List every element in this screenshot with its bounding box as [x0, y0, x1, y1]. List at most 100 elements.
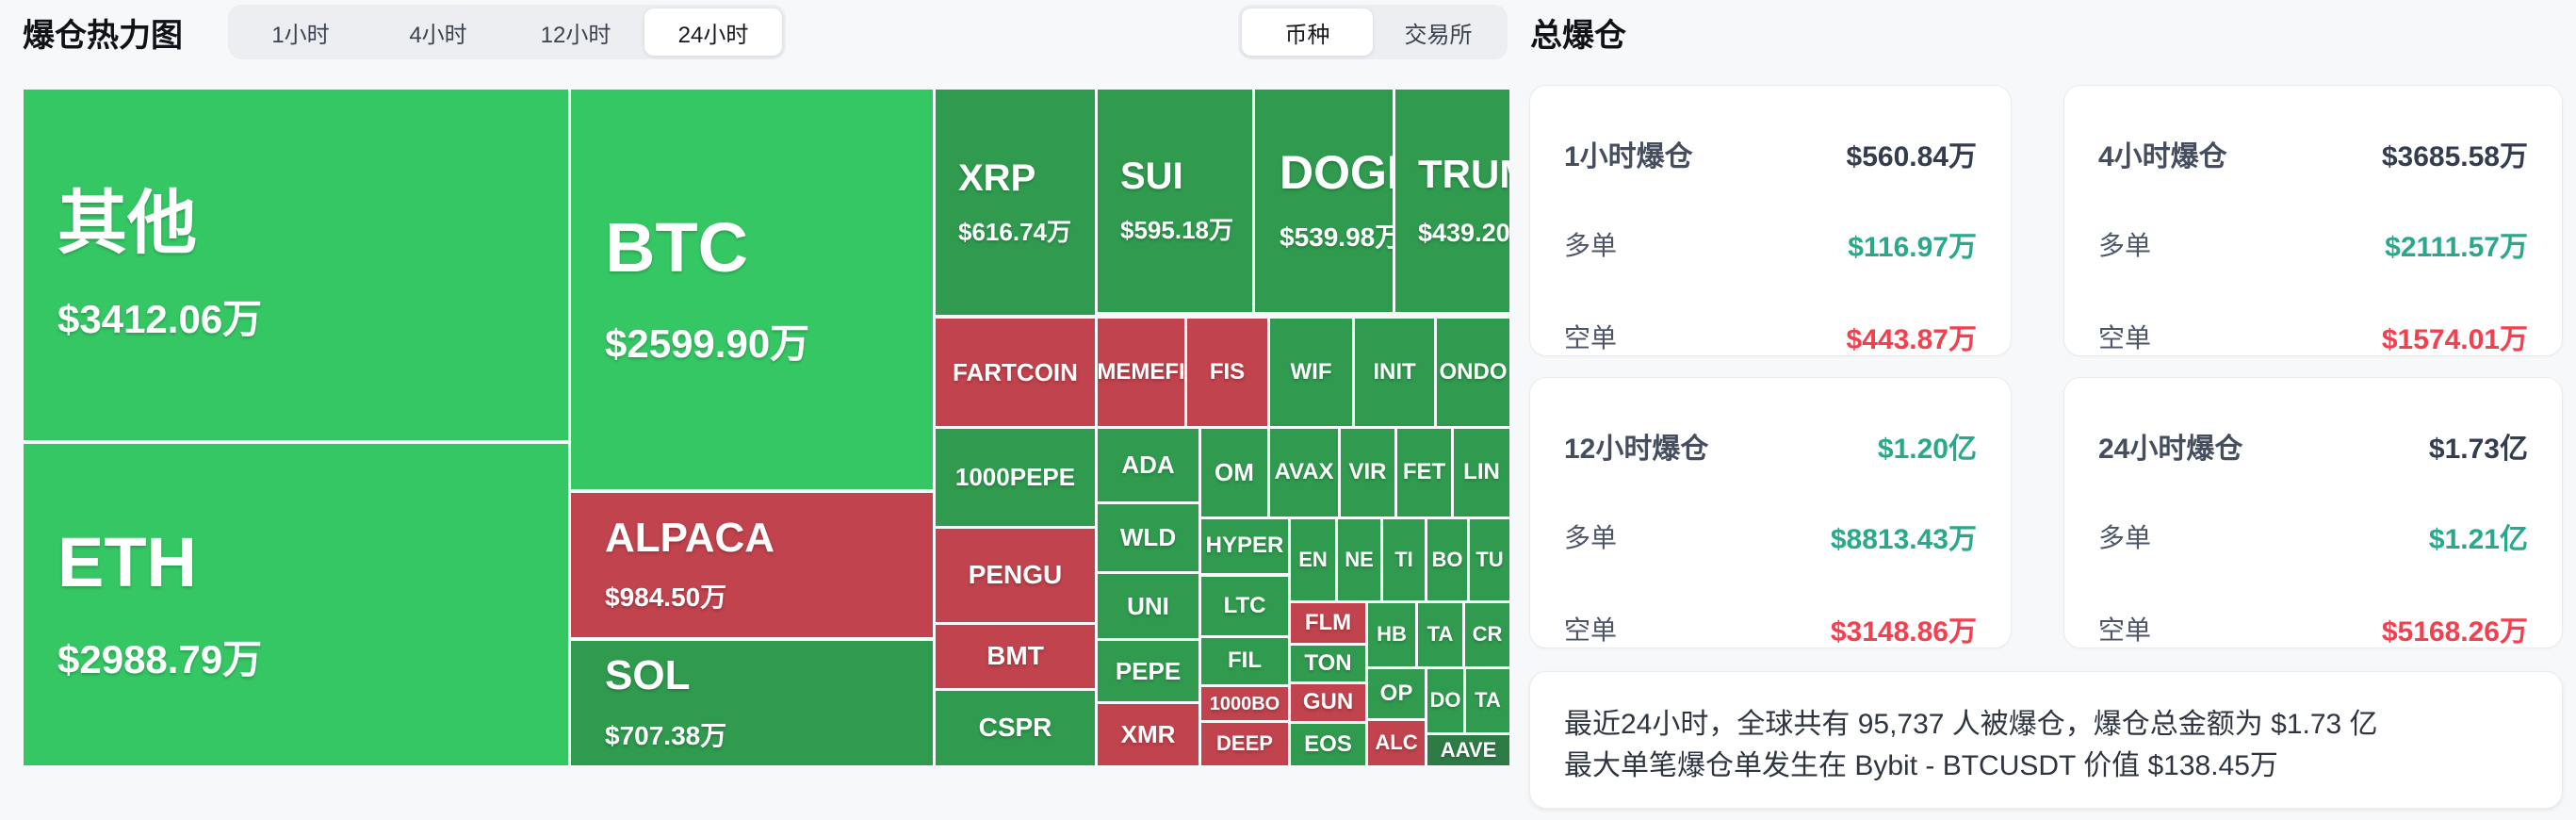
tile-CSPR[interactable]: CSPR — [936, 691, 1095, 765]
tile-1000PEPE[interactable]: 1000PEPE — [936, 429, 1095, 526]
tile-VIR[interactable]: VIR — [1341, 429, 1394, 517]
tile-symbol: HYPER — [1205, 533, 1284, 559]
tile-ONDO[interactable]: ONDO — [1437, 319, 1509, 426]
tab-4小时[interactable]: 4小时 — [409, 22, 467, 48]
tile-symbol: FIL — [1228, 648, 1262, 674]
tile-symbol: SOL — [605, 652, 691, 699]
footer-note: 最近24小时，全球共有 95,737 人被爆仓，爆仓总金额为 $1.73 亿 最… — [1529, 671, 2563, 809]
tile-value: $3412.06万 — [57, 297, 263, 342]
tile-HB[interactable]: HB — [1368, 603, 1415, 666]
tile-symbol: HB — [1377, 622, 1407, 647]
tile-symbol: GUN — [1302, 689, 1354, 715]
tile-symbol: 其他 — [57, 183, 197, 262]
toggle-币种[interactable]: 币种 — [1242, 8, 1373, 56]
tile-SOL[interactable]: SOL $707.38万 — [571, 641, 933, 765]
tile-symbol: 1000PEPE — [954, 463, 1076, 492]
tile-symbol: BMT — [986, 641, 1044, 671]
tile-value: $616.74万 — [958, 217, 1071, 246]
tile-symbol: LIN — [1463, 459, 1500, 485]
tile-UNI[interactable]: UNI — [1098, 574, 1198, 638]
summary-card-24h: 24小时爆仓 $1.73亿 多单 $1.21亿 空单 $5168.26万 — [2063, 377, 2563, 648]
tile-WLD[interactable]: WLD — [1098, 504, 1198, 571]
tile-LTC[interactable]: LTC — [1201, 577, 1288, 635]
tile-symbol: EOS — [1304, 730, 1352, 757]
tile-GUN[interactable]: GUN — [1291, 684, 1365, 721]
tab-1小时[interactable]: 1小时 — [271, 22, 330, 48]
tile-symbol: VIR — [1348, 459, 1387, 485]
tile-TA[interactable]: TA — [1466, 669, 1509, 732]
short-value: $5168.26万 — [2381, 616, 2528, 648]
tile-symbol: DO — [1429, 688, 1461, 713]
tile-INIT[interactable]: INIT — [1355, 319, 1434, 426]
short-value: $3148.86万 — [1830, 616, 1977, 648]
tile-symbol: BO — [1431, 547, 1463, 571]
tile-value: $2599.90万 — [605, 321, 810, 367]
card-total: $1.73亿 — [2428, 434, 2528, 465]
tile-TON[interactable]: TON — [1291, 646, 1365, 681]
page-title: 爆仓热力图 — [23, 18, 183, 54]
tile-EN[interactable]: EN — [1291, 519, 1335, 600]
tile-XMR[interactable]: XMR — [1098, 704, 1198, 765]
tile-TU[interactable]: TU — [1470, 519, 1509, 600]
tile-symbol: TI — [1394, 547, 1413, 571]
tile-DOGE[interactable]: DOGE $539.98万 — [1255, 90, 1393, 312]
tile-value: $984.50万 — [605, 582, 727, 613]
long-value: $116.97万 — [1848, 232, 1977, 263]
tile-ETH[interactable]: ETH $2988.79万 — [24, 444, 568, 765]
tile-FIS[interactable]: FIS — [1187, 319, 1267, 426]
tile-symbol: FLM — [1304, 609, 1352, 635]
tile-DO[interactable]: DO — [1427, 669, 1463, 732]
tile-MEMEFI[interactable]: MEMEFI — [1098, 319, 1184, 426]
tile-ALPACA[interactable]: ALPACA $984.50万 — [571, 493, 933, 637]
tile-HYPER[interactable]: HYPER — [1201, 519, 1288, 573]
long-label: 多单 — [2098, 231, 2152, 260]
long-value: $2111.57万 — [2385, 232, 2528, 263]
tile-symbol: FARTCOIN — [953, 357, 1078, 386]
tile-FARTCOIN[interactable]: FARTCOIN — [936, 319, 1095, 426]
tile-TRUMP[interactable]: TRUMP $439.20万 — [1395, 90, 1509, 312]
tile-EOS[interactable]: EOS — [1291, 724, 1365, 765]
tile-DEEP[interactable]: DEEP — [1201, 723, 1288, 765]
tile-FIL[interactable]: FIL — [1201, 638, 1288, 684]
tile-BO[interactable]: BO — [1427, 519, 1467, 600]
tile-symbol: PEPE — [1115, 656, 1182, 685]
long-value: $8813.43万 — [1830, 524, 1977, 555]
tile-OP[interactable]: OP — [1368, 669, 1425, 718]
tile-LIN[interactable]: LIN — [1454, 429, 1509, 517]
tile-symbol: BTC — [605, 207, 749, 287]
tile-XRP[interactable]: XRP $616.74万 — [936, 90, 1095, 315]
tile-AAVE[interactable]: AAVE — [1427, 735, 1509, 765]
tile-ADA[interactable]: ADA — [1098, 429, 1198, 501]
tile-FLM[interactable]: FLM — [1291, 603, 1365, 643]
tab-12小时[interactable]: 12小时 — [540, 22, 611, 48]
toggle-交易所[interactable]: 交易所 — [1404, 22, 1473, 48]
tile-symbol: ETH — [57, 523, 197, 602]
tile-symbol: AAVE — [1440, 737, 1497, 762]
tile-symbol: XMR — [1120, 720, 1176, 749]
long-label: 多单 — [1564, 231, 1618, 260]
tile-PEPE[interactable]: PEPE — [1098, 641, 1198, 701]
tile-其他[interactable]: 其他 $3412.06万 — [24, 90, 568, 440]
tile-NE[interactable]: NE — [1338, 519, 1380, 600]
tile-ALC[interactable]: ALC — [1368, 721, 1425, 765]
long-label: 多单 — [1564, 523, 1618, 552]
tab-24小时[interactable]: 24小时 — [644, 8, 782, 56]
tile-symbol: TON — [1304, 649, 1352, 676]
tile-PENGU[interactable]: PENGU — [936, 529, 1095, 622]
tile-value: $439.20万 — [1418, 218, 1509, 247]
long-value: $1.21亿 — [2428, 524, 2528, 555]
tile-AVAX[interactable]: AVAX — [1270, 429, 1338, 517]
tile-CR[interactable]: CR — [1465, 603, 1509, 666]
tile-SUI[interactable]: SUI $595.18万 — [1098, 90, 1252, 312]
tile-symbol: FET — [1402, 459, 1446, 485]
tile-TA[interactable]: TA — [1418, 603, 1462, 666]
tile-BTC[interactable]: BTC $2599.90万 — [571, 90, 933, 489]
tile-BMT[interactable]: BMT — [936, 625, 1095, 688]
tile-OM[interactable]: OM — [1201, 429, 1267, 517]
tile-1000BO[interactable]: 1000BO — [1201, 687, 1288, 720]
tile-value: $2988.79万 — [57, 636, 263, 681]
tile-WIF[interactable]: WIF — [1270, 319, 1352, 426]
tile-FET[interactable]: FET — [1397, 429, 1451, 517]
tile-TI[interactable]: TI — [1383, 519, 1425, 600]
tile-symbol: UNI — [1127, 591, 1169, 620]
